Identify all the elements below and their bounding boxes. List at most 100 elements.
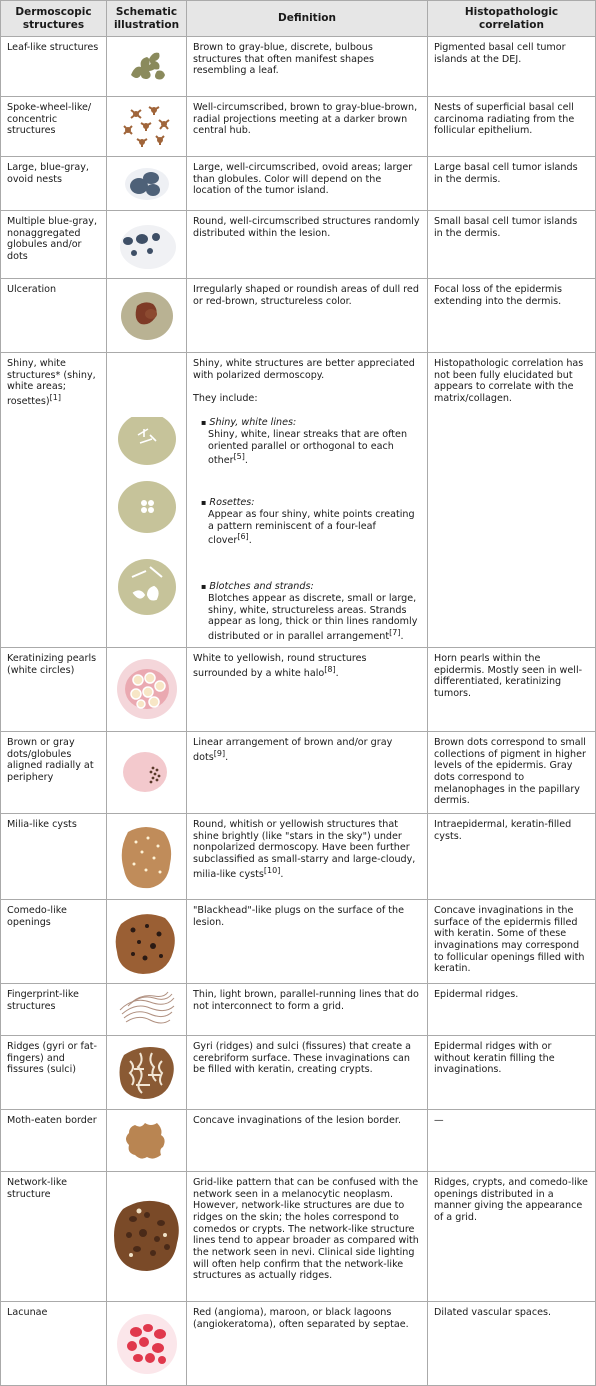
correlation-cell: Dilated vascular spaces. bbox=[427, 1300, 596, 1386]
header-structures: Dermoscopic structures bbox=[0, 0, 107, 37]
table-row: Fingerprint-like structures Thin, light … bbox=[0, 982, 596, 1036]
list-item: Rosettes: Appear as four shiny, white po… bbox=[201, 497, 421, 547]
structure-cell: Lacunae bbox=[0, 1300, 107, 1386]
structure-cell: Ulceration bbox=[0, 278, 107, 353]
table-row: Brown or gray dots/globules aligned radi… bbox=[0, 730, 596, 814]
table-row: Lacunae Red (angioma), maroon, or black … bbox=[0, 1300, 596, 1386]
correlation-cell: Histopathologic correlation has not been… bbox=[427, 352, 596, 648]
milia-cysts-illustration bbox=[106, 812, 187, 900]
correlation-cell: Ridges, crypts, and comedo-like openings… bbox=[427, 1170, 596, 1302]
table-row: Ulceration Irregularly shaped or roundis… bbox=[0, 278, 596, 353]
correlation-cell: Horn pearls within the epidermis. Mostly… bbox=[427, 646, 596, 732]
correlation-cell: Large basal cell tumor islands in the de… bbox=[427, 156, 596, 211]
correlation-cell: — bbox=[427, 1108, 596, 1172]
correlation-cell: Pigmented basal cell tumor islands at th… bbox=[427, 36, 596, 97]
definition-cell: Shiny, white structures are better appre… bbox=[186, 352, 428, 648]
table-row: Network-like structure Grid-like pattern… bbox=[0, 1170, 596, 1302]
reference-link[interactable]: [7] bbox=[389, 627, 401, 637]
correlation-cell: Nests of superficial basal cell carcinom… bbox=[427, 96, 596, 157]
table-row: Keratinizing pearls (white circles) Whit… bbox=[0, 646, 596, 732]
definition-cell: Well-circumscribed, brown to gray-blue-b… bbox=[186, 96, 428, 157]
definition-cell: Brown to gray-blue, discrete, bulbous st… bbox=[186, 36, 428, 97]
list-item-body: Appear as four shiny, white points creat… bbox=[208, 508, 415, 547]
structure-cell: Comedo-like openings bbox=[0, 898, 107, 984]
reference-link[interactable]: [9] bbox=[213, 748, 226, 758]
table-row: Multiple blue-gray, nonaggregated globul… bbox=[0, 210, 596, 279]
definition-cell: White to yellowish, round structures sur… bbox=[186, 646, 428, 732]
shiny-white-illustration bbox=[106, 352, 187, 648]
table-header-row: Dermoscopic structures Schematic illustr… bbox=[0, 0, 596, 37]
table-row: Milia-like cysts Round, whitish or yello… bbox=[0, 812, 596, 900]
reference-link[interactable]: [10] bbox=[263, 865, 281, 875]
definition-cell: Round, whitish or yellowish structures t… bbox=[186, 812, 428, 900]
ridges-fissures-illustration bbox=[106, 1034, 187, 1110]
globules-illustration bbox=[106, 210, 187, 279]
list-item-body: Blotches appear as discrete, small or la… bbox=[208, 592, 418, 643]
definition-cell: Large, well-circumscribed, ovoid areas; … bbox=[186, 156, 428, 211]
definition-includes: They include: bbox=[193, 393, 258, 405]
correlation-cell: Intraepidermal, keratin-filled cysts. bbox=[427, 812, 596, 900]
definition-cell: Gyri (ridges) and sulci (fissures) that … bbox=[186, 1034, 428, 1110]
definition-cell: Grid-like pattern that can be confused w… bbox=[186, 1170, 428, 1302]
header-correlation: Histopathologic correlation bbox=[427, 0, 596, 37]
table-row: Shiny, white structures* (shiny, white a… bbox=[0, 352, 596, 648]
correlation-cell: Brown dots correspond to small collectio… bbox=[427, 730, 596, 814]
structure-cell: Multiple blue-gray, nonaggregated globul… bbox=[0, 210, 107, 279]
correlation-cell: Concave invaginations in the surface of … bbox=[427, 898, 596, 984]
structure-cell: Keratinizing pearls (white circles) bbox=[0, 646, 107, 732]
structure-cell: Shiny, white structures* (shiny, white a… bbox=[0, 352, 107, 648]
definition-cell: Linear arrangement of brown and/or gray … bbox=[186, 730, 428, 814]
blue-gray-nests-illustration bbox=[106, 156, 187, 211]
correlation-cell: Epidermal ridges with or without keratin… bbox=[427, 1034, 596, 1110]
structure-cell: Network-like structure bbox=[0, 1170, 107, 1302]
reference-link[interactable]: [6] bbox=[237, 532, 249, 542]
correlation-cell: Epidermal ridges. bbox=[427, 982, 596, 1036]
spoke-wheel-illustration bbox=[106, 96, 187, 157]
keratinizing-pearls-illustration bbox=[106, 646, 187, 732]
radial-dots-illustration bbox=[106, 730, 187, 814]
definition-intro: Shiny, white structures are better appre… bbox=[193, 358, 415, 381]
reference-link[interactable]: [1] bbox=[49, 393, 62, 403]
definition-cell: Concave invaginations of the lesion bord… bbox=[186, 1108, 428, 1172]
table-row: Leaf-like structures Brown to gray-blue,… bbox=[0, 36, 596, 97]
structure-cell: Large, blue-gray, ovoid nests bbox=[0, 156, 107, 211]
definition-cell: Irregularly shaped or roundish areas of … bbox=[186, 278, 428, 353]
network-like-illustration bbox=[106, 1170, 187, 1302]
list-item: Blotches and strands: Blotches appear as… bbox=[201, 581, 421, 643]
correlation-cell: Focal loss of the epidermis extending in… bbox=[427, 278, 596, 353]
structure-cell: Milia-like cysts bbox=[0, 812, 107, 900]
definition-cell: Thin, light brown, parallel-running line… bbox=[186, 982, 428, 1036]
reference-link[interactable]: [8] bbox=[324, 664, 336, 674]
ulceration-illustration bbox=[106, 278, 187, 353]
definition-cell: Round, well-circumscribed structures ran… bbox=[186, 210, 428, 279]
structure-text: Shiny, white structures* (shiny, white a… bbox=[7, 358, 96, 408]
leaf-like-illustration bbox=[106, 36, 187, 97]
list-item-title: Shiny, white lines: bbox=[201, 417, 421, 429]
reference-link[interactable]: [5] bbox=[233, 452, 245, 462]
table-row: Comedo-like openings "Blackhead"-like pl… bbox=[0, 898, 596, 984]
lacunae-illustration bbox=[106, 1300, 187, 1386]
structure-cell: Fingerprint-like structures bbox=[0, 982, 107, 1036]
structure-cell: Moth-eaten border bbox=[0, 1108, 107, 1172]
structure-cell: Leaf-like structures bbox=[0, 36, 107, 97]
structure-cell: Ridges (gyri or fat-fingers) and fissure… bbox=[0, 1034, 107, 1110]
header-definition: Definition bbox=[186, 0, 428, 37]
definition-cell: Red (angioma), maroon, or black lagoons … bbox=[186, 1300, 428, 1386]
list-item-title: Rosettes: bbox=[201, 497, 421, 509]
list-item: Shiny, white lines: Shiny, white, linear… bbox=[201, 417, 421, 467]
definition-cell: "Blackhead"-like plugs on the surface of… bbox=[186, 898, 428, 984]
structure-cell: Spoke-wheel-like/ concentric structures bbox=[0, 96, 107, 157]
fingerprint-illustration bbox=[106, 982, 187, 1036]
list-item-body: Shiny, white, linear streaks that are of… bbox=[208, 428, 408, 467]
header-illustration: Schematic illustration bbox=[106, 0, 187, 37]
list-item-title: Blotches and strands: bbox=[201, 581, 421, 593]
table-row: Spoke-wheel-like/ concentric structures … bbox=[0, 96, 596, 157]
table-row: Ridges (gyri or fat-fingers) and fissure… bbox=[0, 1034, 596, 1110]
structure-cell: Brown or gray dots/globules aligned radi… bbox=[0, 730, 107, 814]
comedo-openings-illustration bbox=[106, 898, 187, 984]
shiny-white-lines-illustration bbox=[117, 417, 176, 615]
table-row: Moth-eaten border Concave invaginations … bbox=[0, 1108, 596, 1172]
moth-eaten-illustration bbox=[106, 1108, 187, 1172]
correlation-cell: Small basal cell tumor islands in the de… bbox=[427, 210, 596, 279]
